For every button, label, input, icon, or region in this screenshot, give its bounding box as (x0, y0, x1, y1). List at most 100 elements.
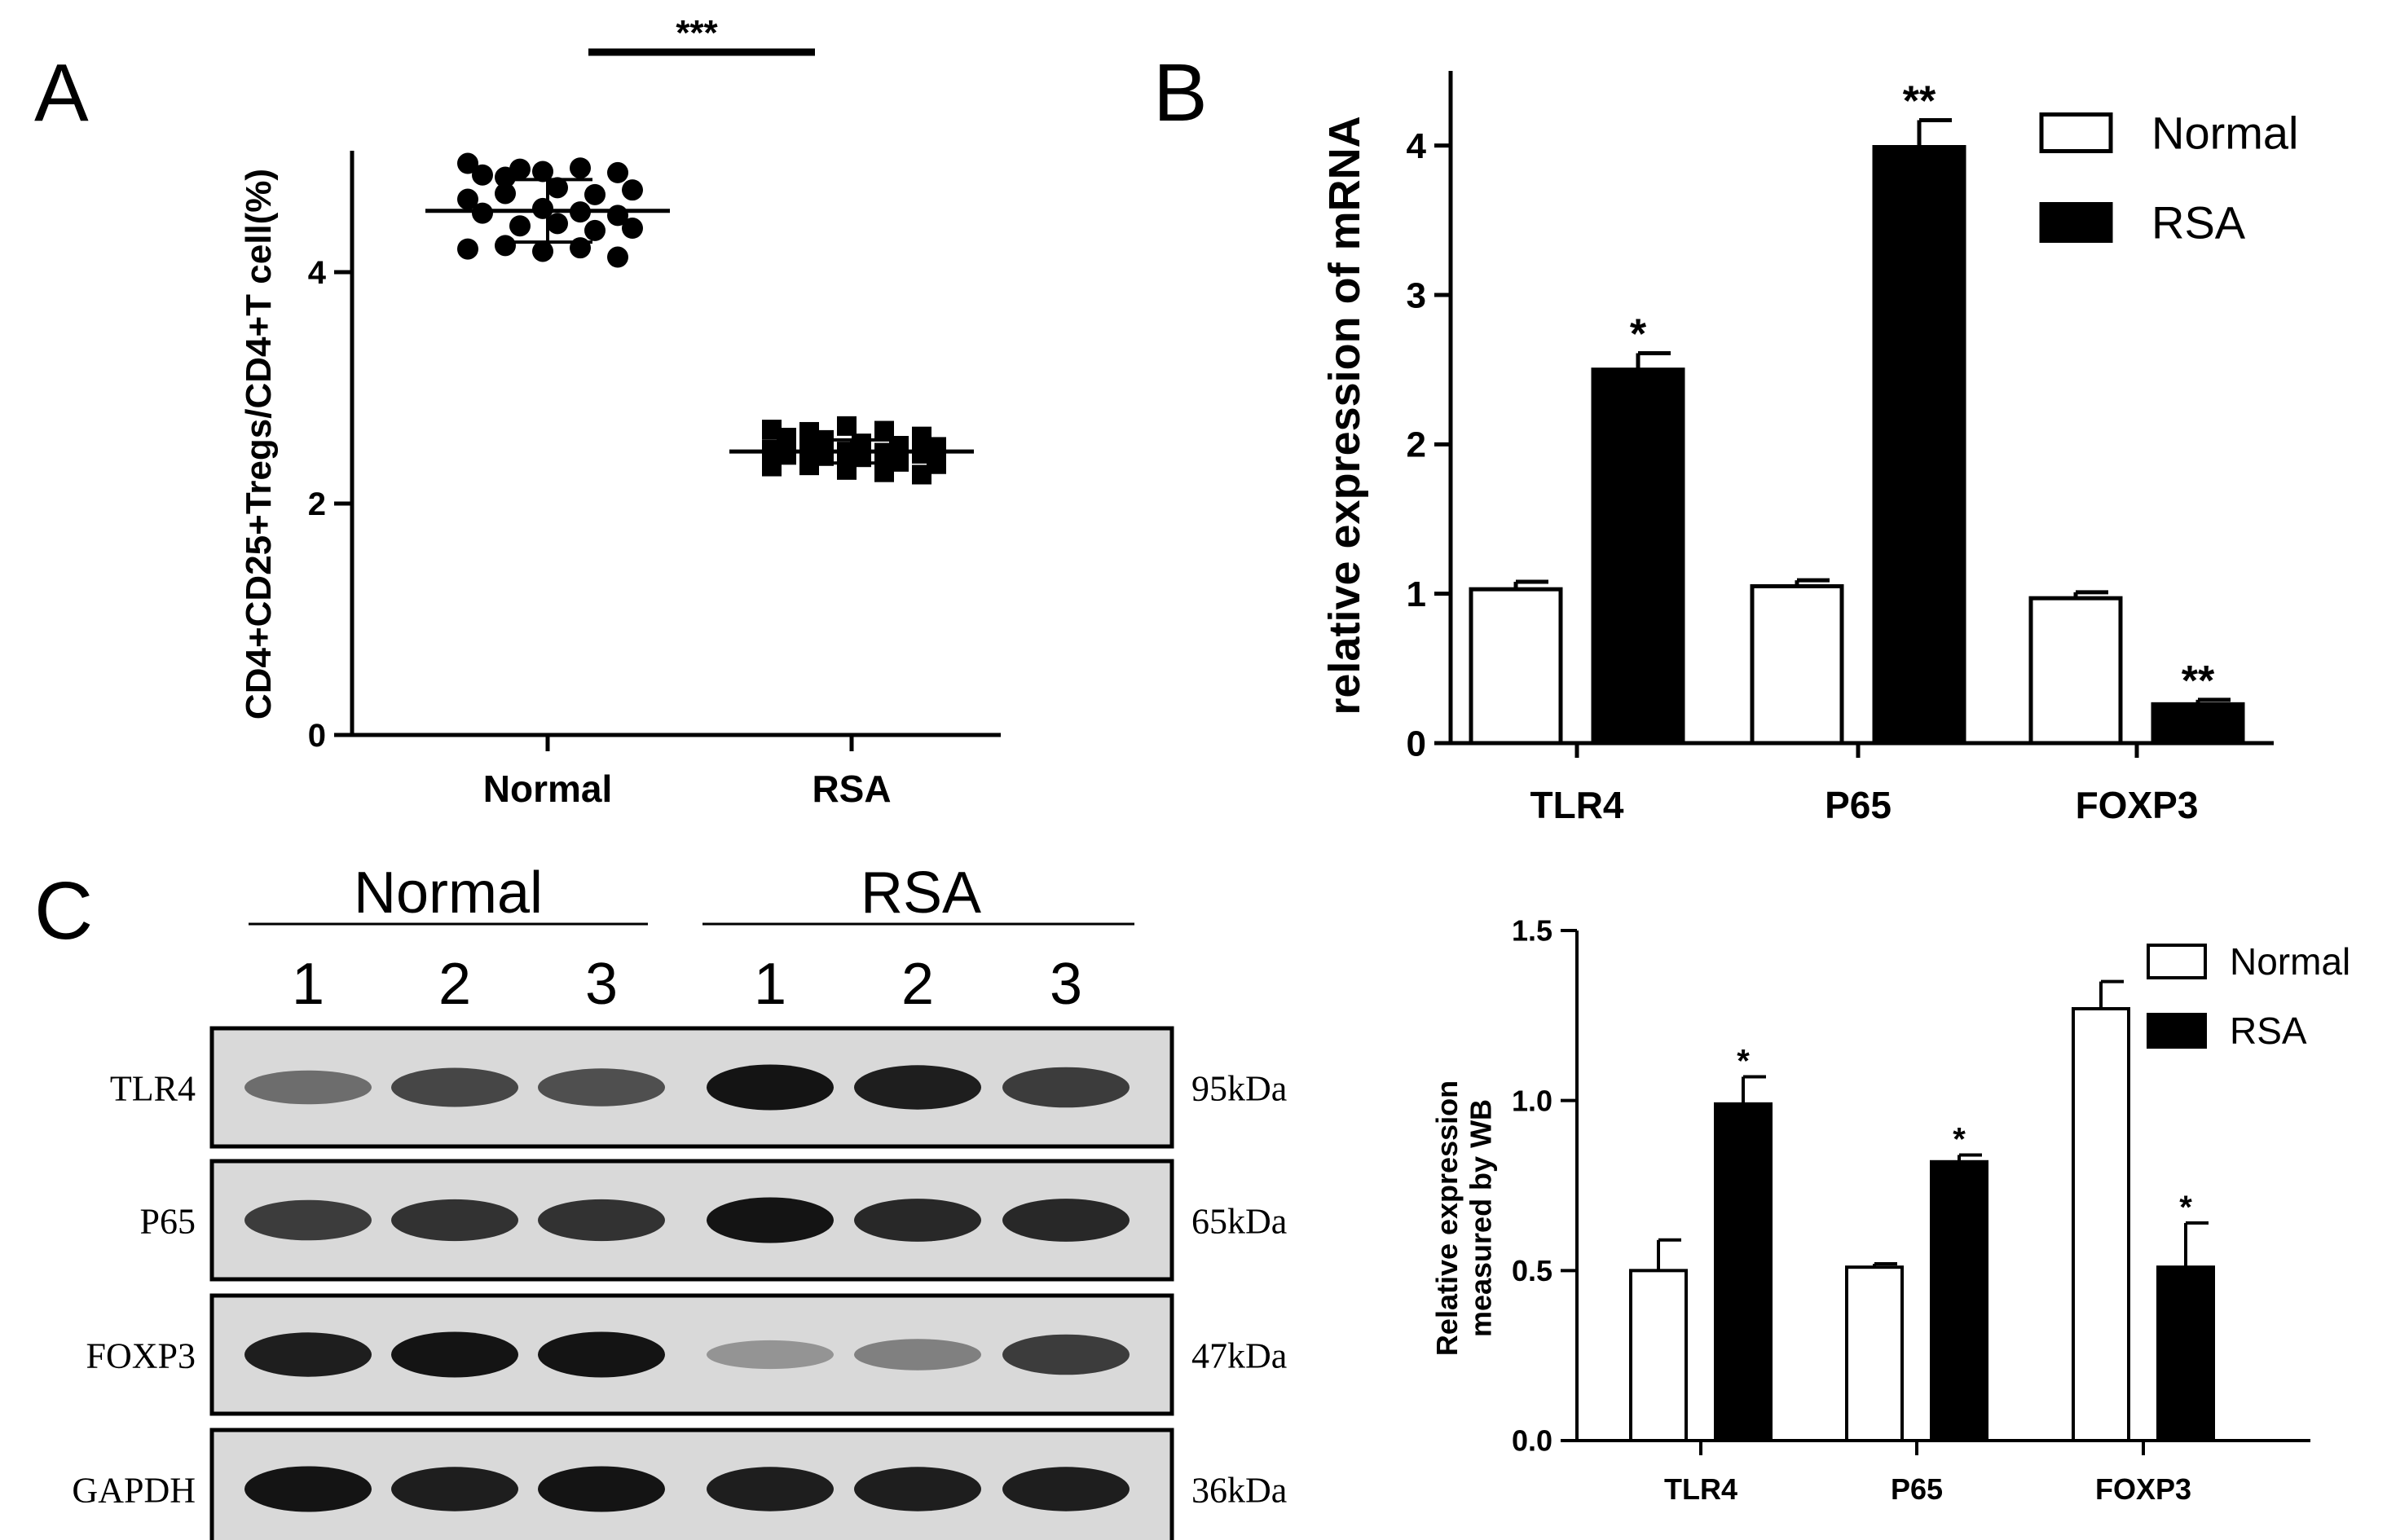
legend-label: RSA (2151, 197, 2246, 249)
blot-band-foxp3 (1002, 1334, 1130, 1375)
panel-a-scatter-chart: 0 2 4 CD4+CD25+Tregs/CD4+T cell(%) Normal RSA… (239, 13, 1001, 810)
blot-band-p65 (244, 1199, 372, 1241)
legend-label: Normal (2230, 940, 2350, 983)
blot-band-p65 (707, 1197, 834, 1243)
blot-protein-label: GAPDH (72, 1471, 196, 1511)
panel-b-bar-chart: 0 1 2 3 4 relative expression of mRNA TLR4 * P65… (1320, 71, 2298, 826)
legend-swatch (2039, 202, 2113, 243)
data-point-normal (570, 157, 591, 179)
data-point-normal (584, 219, 606, 241)
x-tick-label: FOXP3 (2095, 1472, 2191, 1506)
y-axis-label: CD4+CD25+Tregs/CD4+T cell(%) (239, 169, 279, 719)
bar-rsa (2156, 1265, 2215, 1443)
x-tick-label: P65 (1825, 784, 1892, 826)
blot-band-tlr4 (1002, 1067, 1130, 1108)
data-point-normal (532, 161, 553, 183)
data-point-normal (607, 161, 628, 183)
data-point-rsa (837, 416, 857, 436)
bar-rsa (1714, 1102, 1773, 1442)
bar-normal (1629, 1269, 1688, 1443)
blot-band-tlr4 (538, 1068, 665, 1107)
significance-label: ** (2182, 658, 2215, 705)
blot-group-label: RSA (861, 860, 981, 926)
blot-band-p65 (1002, 1199, 1130, 1242)
bar-rsa (1872, 145, 1966, 746)
blot-band-tlr4 (707, 1064, 834, 1111)
blot-band-foxp3 (707, 1340, 834, 1370)
significance-label: ** (1903, 78, 1936, 125)
bar-normal (1469, 587, 1563, 746)
y-tick-label: 2 (1407, 425, 1426, 465)
blot-band-gapdh (244, 1466, 372, 1512)
blot-lane-number: 2 (438, 952, 471, 1017)
panel-c-western-blot: Normal RSA 1 2 3 1 2 3 TLR4 95kDa P65 65kDa FOXP3 47k… (72, 860, 1287, 1540)
data-point-normal (547, 213, 568, 235)
y-axis-label-line: Relative expression (1430, 1080, 1464, 1356)
bar-normal (2028, 596, 2123, 746)
legend-swatch (2039, 112, 2113, 153)
blot-protein-label: P65 (140, 1202, 196, 1242)
bar-rsa (1930, 1159, 1988, 1442)
blot-band-gapdh (854, 1467, 981, 1511)
blot-band-foxp3 (854, 1339, 981, 1371)
blot-protein-label: FOXP3 (86, 1336, 196, 1376)
data-point-rsa (762, 456, 782, 477)
y-axis-label-line: measured by WB (1464, 1099, 1497, 1337)
y-tick-label: 0.5 (1512, 1254, 1552, 1287)
panel-c-letter: C (34, 865, 93, 957)
blot-size-label: 65kDa (1191, 1202, 1287, 1242)
blot-band-p65 (538, 1199, 665, 1242)
blot-band-foxp3 (538, 1331, 665, 1378)
bar-normal (1845, 1265, 1904, 1443)
panel-a-letter: A (34, 47, 89, 139)
data-point-rsa (874, 462, 894, 482)
data-point-normal (472, 202, 493, 224)
blot-group-label: Normal (354, 860, 543, 926)
legend-swatch (2147, 944, 2207, 979)
y-tick-label: 4 (1407, 126, 1427, 166)
bar-rsa (2151, 702, 2245, 746)
data-point-normal (457, 152, 478, 174)
data-point-normal (547, 177, 568, 199)
legend-swatch (2147, 1013, 2207, 1049)
blot-band-foxp3 (391, 1331, 518, 1378)
blot-band-tlr4 (244, 1070, 372, 1105)
x-tick-label: Normal (483, 768, 612, 810)
x-tick-label: TLR4 (1664, 1472, 1737, 1506)
data-point-rsa (912, 464, 931, 485)
blot-protein-label: TLR4 (110, 1069, 196, 1109)
blot-band-gapdh (538, 1466, 665, 1512)
blot-lane-number: 1 (754, 952, 786, 1017)
x-tick-label: P65 (1891, 1472, 1943, 1506)
x-tick-label: RSA (812, 768, 891, 810)
blot-size-label: 95kDa (1191, 1069, 1287, 1109)
legend-label: RSA (2230, 1010, 2307, 1052)
blot-size-label: 47kDa (1191, 1336, 1287, 1376)
significance-label: * (1737, 1043, 1750, 1079)
bar-normal (2072, 1006, 2130, 1442)
blot-band-gapdh (391, 1467, 518, 1511)
data-point-normal (509, 158, 531, 180)
y-axis-label: relative expression of mRNA (1320, 116, 1369, 715)
panel-b-letter: B (1153, 47, 1208, 139)
blot-band-tlr4 (391, 1067, 518, 1107)
blot-size-label: 36kDa (1191, 1471, 1287, 1511)
y-tick-label: 3 (1407, 275, 1426, 315)
significance-label: * (1630, 311, 1647, 359)
x-tick-label: FOXP3 (2076, 784, 2199, 826)
x-tick-label: TLR4 (1530, 784, 1624, 826)
significance-label: * (1953, 1121, 1966, 1157)
significance-label: * (2179, 1190, 2192, 1225)
y-tick-label: 0 (308, 718, 326, 754)
data-point-normal (584, 183, 606, 205)
data-point-normal (495, 235, 516, 257)
data-point-normal (472, 164, 493, 186)
data-point-normal (532, 240, 553, 262)
blot-strip (209, 1293, 1174, 1416)
blot-lane-number: 1 (292, 952, 324, 1017)
data-point-normal (607, 246, 628, 268)
blot-lane-number: 3 (585, 952, 618, 1017)
blot-band-p65 (854, 1199, 981, 1242)
y-tick-label: 4 (308, 255, 327, 291)
